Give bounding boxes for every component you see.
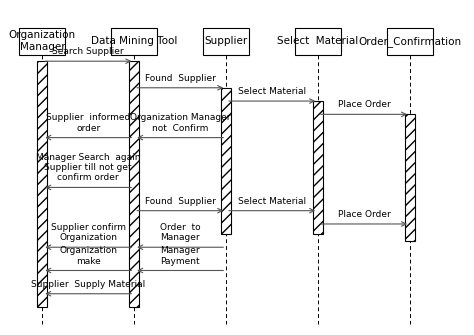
Text: Supplier  Supply Material: Supplier Supply Material (31, 280, 146, 289)
Text: Supplier confirm
Organization: Supplier confirm Organization (51, 223, 126, 242)
Text: Order  to
Manager: Order to Manager (160, 223, 201, 242)
Bar (405, 114, 415, 241)
Text: Select  Material: Select Material (277, 36, 359, 46)
Text: Order_Confirmation: Order_Confirmation (358, 36, 462, 47)
Text: Select Material: Select Material (238, 197, 306, 206)
Text: Search Supplier: Search Supplier (53, 47, 124, 56)
Text: Found  Supplier: Found Supplier (145, 74, 216, 83)
Text: Manager Search  again
Supplier till not get
confirm order: Manager Search again Supplier till not g… (36, 153, 140, 183)
Text: Organization Manager
not  Confirm: Organization Manager not Confirm (130, 113, 230, 133)
Text: Found  Supplier: Found Supplier (145, 197, 216, 206)
Text: Place Order: Place Order (337, 210, 391, 219)
Text: Data Mining Tool: Data Mining Tool (91, 36, 177, 46)
Text: Organization
Manager: Organization Manager (9, 30, 76, 52)
Bar (295, 28, 341, 55)
Bar (129, 61, 139, 307)
Text: Organization
make: Organization make (59, 246, 117, 266)
Text: Place Order: Place Order (337, 100, 391, 109)
Bar (19, 28, 65, 55)
Text: Manager
Payment: Manager Payment (160, 246, 200, 266)
Bar (313, 101, 323, 234)
Bar (387, 28, 433, 55)
Text: Supplier: Supplier (204, 36, 248, 46)
Text: Select Material: Select Material (238, 87, 306, 96)
Bar (111, 28, 157, 55)
Bar (203, 28, 249, 55)
Bar (37, 61, 47, 307)
Text: Supplier  informed
order: Supplier informed order (46, 113, 130, 133)
Bar (221, 88, 231, 234)
